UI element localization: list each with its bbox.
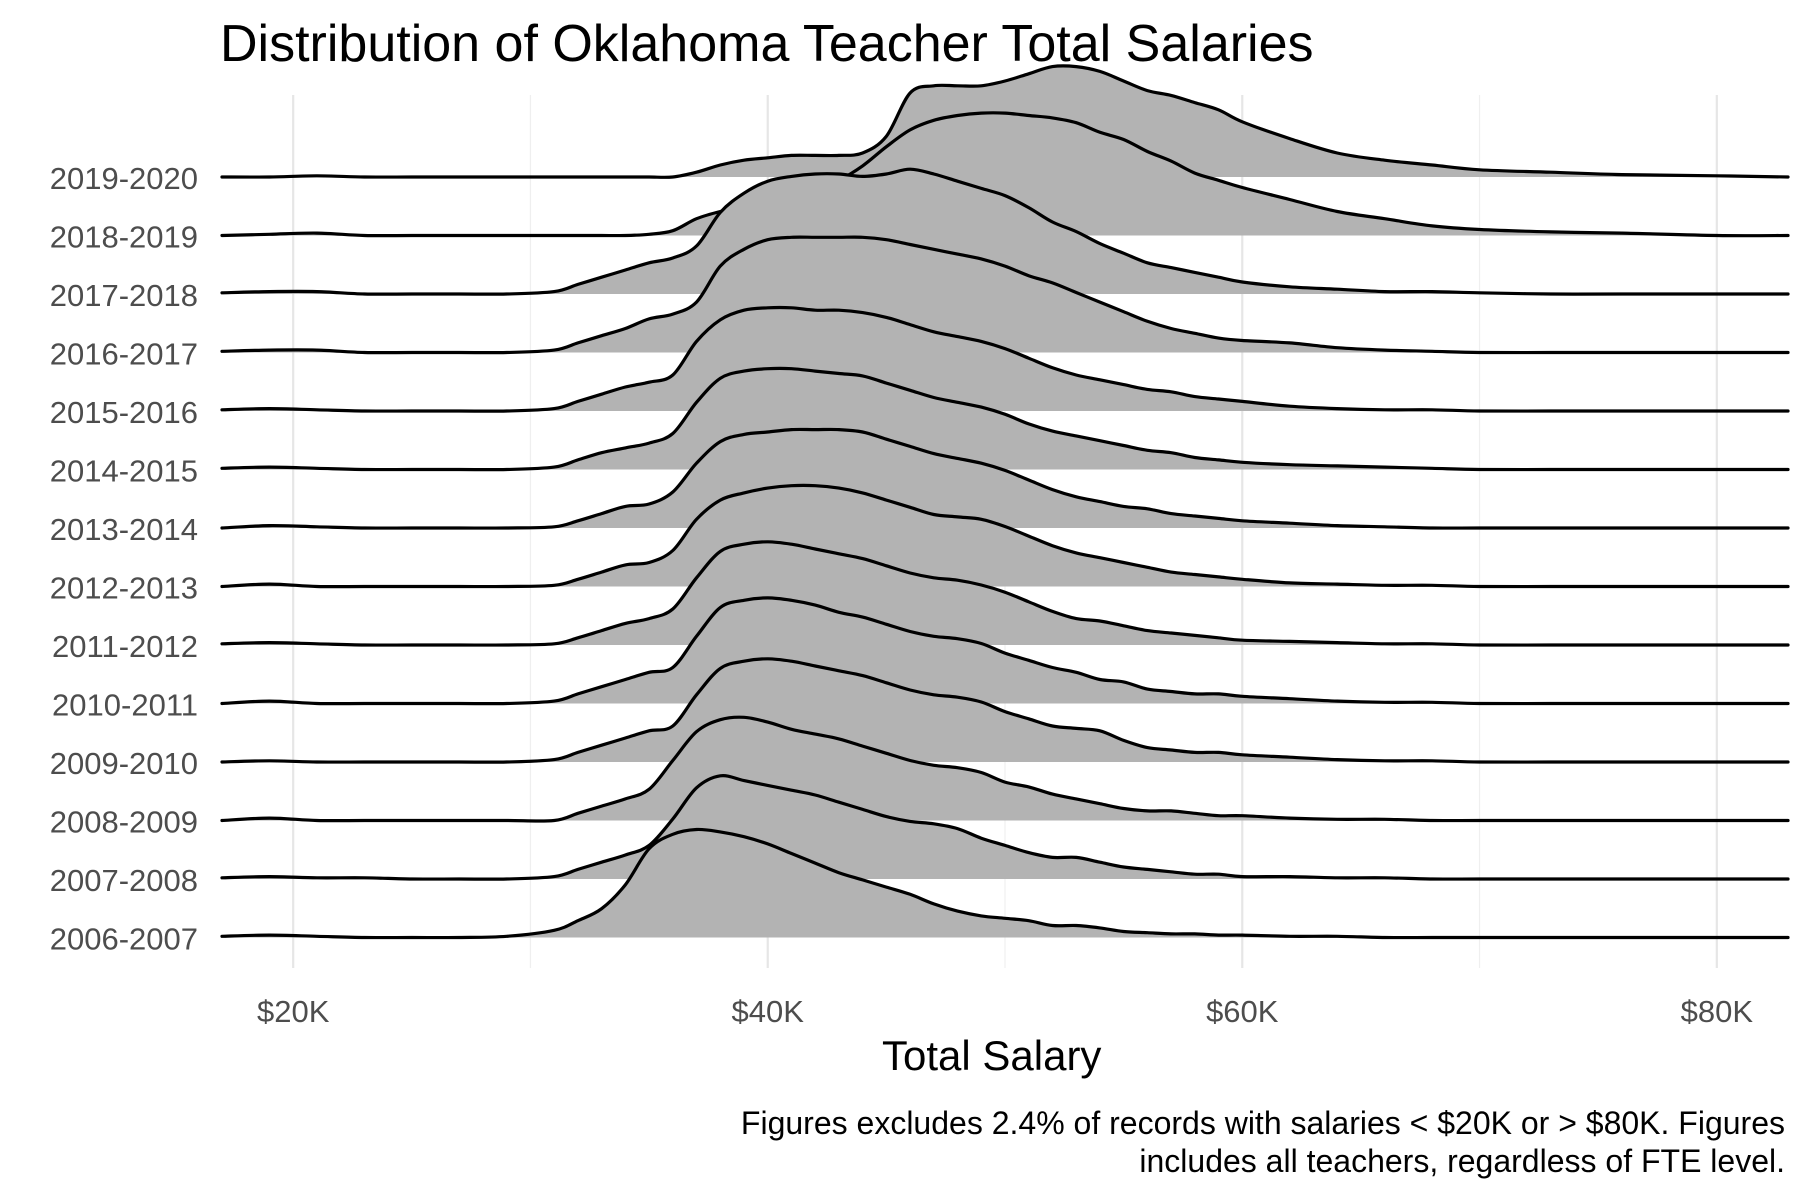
ridge-line xyxy=(220,305,1790,413)
ridge-2008-2009 xyxy=(220,715,1790,823)
ridge-2015-2016 xyxy=(220,305,1790,413)
ridge-line xyxy=(220,483,1790,589)
x-axis-title: Total Salary xyxy=(882,1032,1102,1079)
caption-line-2: includes all teachers, regardless of FTE… xyxy=(1139,1142,1785,1179)
y-tick-label: 2006-2007 xyxy=(50,922,198,957)
ridge-2012-2013 xyxy=(220,483,1790,589)
ridge-fill xyxy=(222,429,1788,529)
y-tick-label: 2013-2014 xyxy=(50,512,198,547)
y-tick-label: 2007-2008 xyxy=(50,863,198,898)
ridge-line xyxy=(220,427,1790,530)
ridge-line xyxy=(220,657,1790,764)
x-tick-label: $80K xyxy=(1681,994,1754,1029)
y-tick-label: 2008-2009 xyxy=(50,805,198,840)
ridge-fill xyxy=(222,775,1788,880)
caption-line-1: Figures excludes 2.4% of records with sa… xyxy=(740,1105,1785,1141)
ridge-line xyxy=(220,596,1790,706)
ridge-fill xyxy=(222,597,1788,704)
x-tick-label: $20K xyxy=(257,994,330,1029)
ridge-fill xyxy=(222,112,1788,236)
ridge-line xyxy=(220,64,1790,179)
ridge-2010-2011 xyxy=(220,596,1790,706)
ridge-fill xyxy=(222,658,1788,763)
ridge-fill xyxy=(222,307,1788,412)
ridge-2016-2017 xyxy=(220,235,1790,355)
ridge-2018-2019 xyxy=(220,111,1790,238)
ridge-fill xyxy=(222,169,1788,295)
ridge-line xyxy=(220,540,1790,647)
ridge-2014-2015 xyxy=(220,366,1790,472)
ridge-fill xyxy=(222,829,1788,938)
ridge-2011-2012 xyxy=(220,540,1790,647)
ridge-line xyxy=(220,827,1790,940)
y-tick-label: 2015-2016 xyxy=(50,395,198,430)
chart-title: Distribution of Oklahoma Teacher Total S… xyxy=(220,15,1314,73)
ridge-2013-2014 xyxy=(220,427,1790,530)
y-axis-labels: 2019-2020 2018-2019 2017-2018 2016-2017 2015… xyxy=(50,161,198,957)
ridge-fill xyxy=(222,368,1788,470)
x-tick-label: $40K xyxy=(732,994,805,1029)
ridge-line xyxy=(220,366,1790,472)
y-tick-label: 2014-2015 xyxy=(50,454,198,489)
y-tick-label: 2019-2020 xyxy=(50,161,198,196)
ridge-2007-2008 xyxy=(220,773,1790,881)
y-tick-label: 2017-2018 xyxy=(50,278,198,313)
y-tick-label: 2018-2019 xyxy=(50,220,198,255)
ridge-line xyxy=(220,167,1790,296)
ridge-fill xyxy=(222,485,1788,587)
y-tick-label: 2009-2010 xyxy=(50,746,198,781)
ridge-2009-2010 xyxy=(220,657,1790,764)
ridge-fill xyxy=(222,717,1788,822)
ridge-line xyxy=(220,715,1790,823)
y-tick-label: 2016-2017 xyxy=(50,337,198,372)
caption: Figures excludes 2.4% of records with sa… xyxy=(741,1105,1785,1181)
y-tick-label: 2011-2012 xyxy=(52,629,198,664)
y-tick-label: 2012-2013 xyxy=(50,571,198,606)
ridge-line xyxy=(220,111,1790,238)
ridge-line xyxy=(220,773,1790,881)
ridge-fill xyxy=(222,237,1788,353)
y-tick-label: 2010-2011 xyxy=(52,688,198,723)
ridge-2017-2018 xyxy=(220,167,1790,296)
ridge-2006-2007 xyxy=(220,827,1790,940)
ridge-line xyxy=(220,235,1790,355)
x-axis-ticks: $20K $40K $60K $80K xyxy=(257,994,1753,1029)
ridges xyxy=(220,64,1790,940)
x-tick-label: $60K xyxy=(1206,994,1279,1029)
